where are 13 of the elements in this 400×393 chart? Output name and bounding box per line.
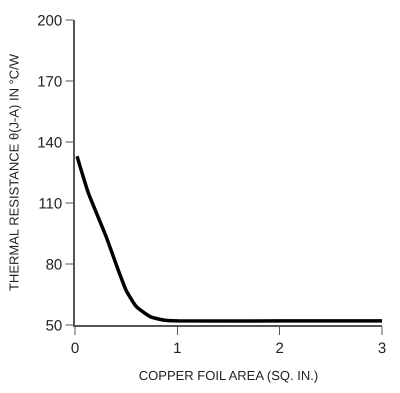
- x-tick-label: 2: [276, 340, 284, 357]
- x-tick-label: 0: [70, 340, 80, 357]
- line-series: [75, 154, 382, 323]
- y-axis-title: THERMAL RESISTANCE θ(J-A) IN °C/W: [6, 53, 22, 292]
- y-tick-label: 50: [46, 317, 62, 334]
- y-tick-label: 80: [46, 256, 62, 274]
- x-tick-label: 3: [378, 340, 386, 357]
- y-tick-label: 170: [37, 73, 62, 90]
- y-tick-label: 140: [37, 134, 62, 152]
- y-tick-label: 200: [37, 12, 62, 30]
- x-tick-label: 1: [173, 340, 182, 357]
- y-tick-label: 110: [38, 195, 62, 212]
- x-axis-title: COPPER FOIL AREA (SQ. IN.): [138, 368, 318, 383]
